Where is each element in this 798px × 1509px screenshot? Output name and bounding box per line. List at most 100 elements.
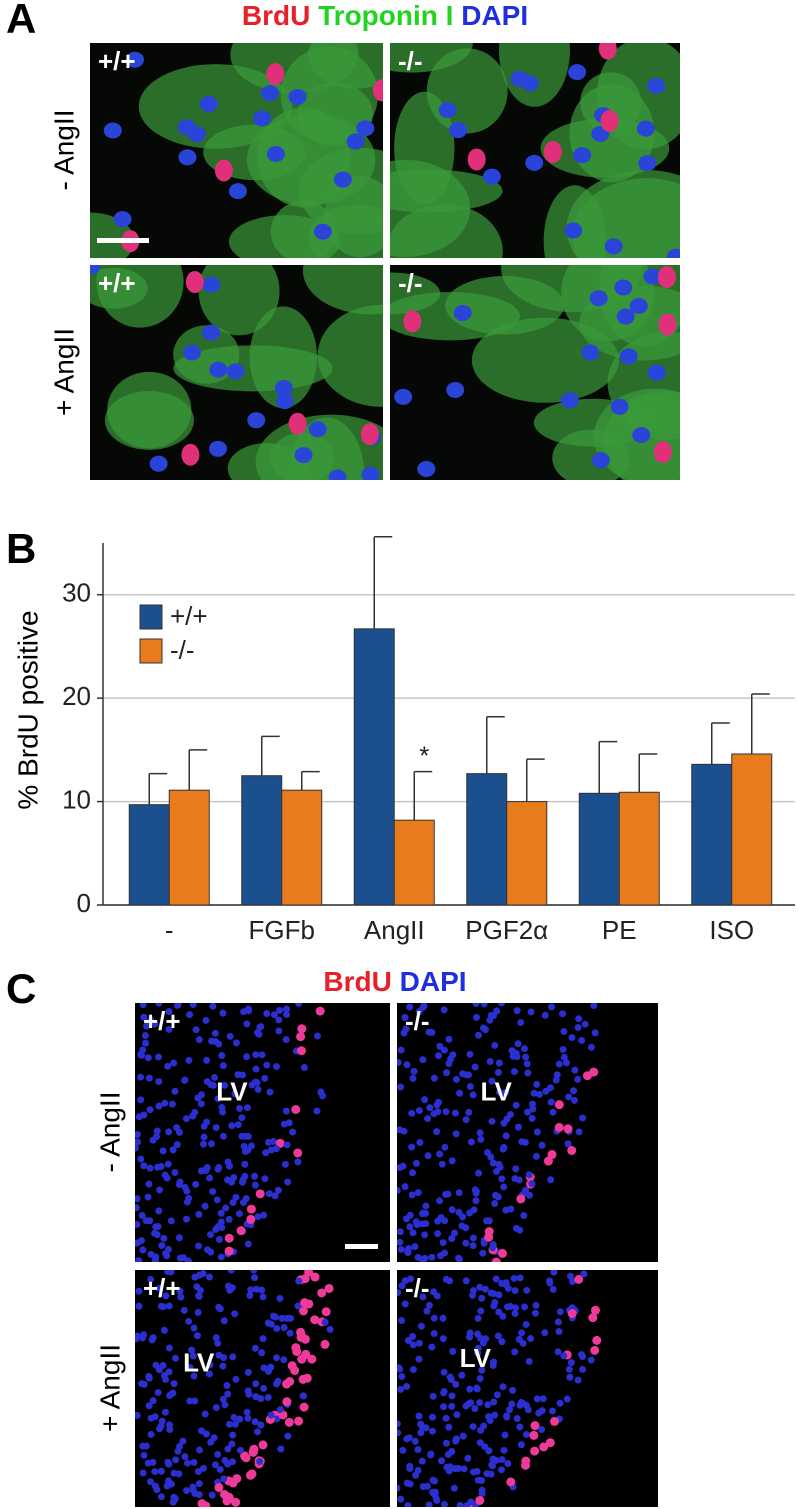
nucleus [156,1186,164,1194]
nucleus [397,1484,401,1492]
nucleus [440,1389,448,1397]
nucleus [317,1088,325,1096]
nucleus [157,1467,165,1475]
nucleus [308,421,327,438]
nucleus [165,1460,173,1468]
nucleus [422,1202,430,1210]
nucleus [530,1089,538,1097]
brdu-nucleus [321,1307,331,1317]
nucleus [465,1209,473,1217]
nucleus [225,1215,233,1223]
nucleus [409,1333,417,1341]
nucleus [522,1053,530,1061]
nucleus [535,1090,543,1098]
nucleus [198,1427,206,1435]
nucleus [532,1152,540,1160]
nucleus [218,1052,226,1060]
nucleus [397,1164,404,1172]
nucleus [476,1129,484,1137]
row-label: - AngII [94,1092,125,1173]
nucleus [247,412,266,429]
brdu-nucleus [307,1354,317,1364]
nucleus [154,1053,162,1061]
nucleus [145,1374,153,1382]
nucleus [295,1277,303,1285]
nucleus [533,1395,541,1403]
nucleus [580,1270,588,1278]
nucleus [474,1476,482,1484]
nucleus [440,1368,448,1376]
nucleus [516,1401,524,1409]
x-tick-label: PE [602,915,637,945]
nucleus [498,1466,506,1474]
nucleus [192,1180,200,1188]
nucleus [565,1093,573,1101]
nucleus [563,1395,571,1403]
nucleus [185,1317,193,1325]
nucleus [538,1426,546,1434]
brdu-nucleus [589,1067,599,1077]
nucleus [408,1191,416,1199]
nucleus [397,1046,405,1054]
cell [561,265,655,342]
nucleus [462,1277,470,1285]
nucleus [447,1055,455,1063]
nucleus [455,1255,463,1262]
brdu-nucleus [590,1305,600,1315]
nucleus [488,1117,496,1125]
nucleus [528,1114,536,1122]
brdu-nucleus [304,1270,314,1277]
nucleus [226,363,245,380]
micrograph: -/- LV [397,1270,658,1507]
nucleus [145,1074,153,1082]
nucleus [254,1085,262,1093]
nucleus [466,1385,474,1393]
nucleus [163,1174,171,1182]
nucleus [153,1231,161,1239]
nucleus [186,1363,194,1371]
nucleus [142,1039,150,1047]
nucleus [183,1487,191,1495]
brdu-nucleus [539,1442,549,1452]
nucleus [165,1128,173,1136]
nucleus [442,1190,450,1198]
nucleus [228,1122,236,1130]
nucleus [417,1429,425,1437]
nucleus [493,1167,501,1175]
nucleus [440,1006,448,1014]
nucleus [440,1501,448,1507]
nucleus [140,1013,148,1021]
nucleus [165,1344,173,1352]
nucleus [666,248,680,258]
nucleus [135,1257,143,1262]
nucleus [522,1320,530,1328]
micrograph: +/+ LV [135,1003,390,1262]
nucleus [230,1413,238,1421]
nucleus [517,1441,525,1449]
brdu-nucleus [181,443,200,466]
nucleus [547,1176,555,1184]
nucleus [511,1287,519,1295]
cell [566,170,680,258]
nucleus [549,1407,557,1415]
nucleus [441,1249,449,1257]
nucleus [532,1301,540,1309]
nucleus [235,1210,243,1218]
nucleus [177,119,196,136]
nucleus [481,1443,489,1451]
brdu-nucleus [297,1024,307,1034]
nucleus [280,1323,288,1331]
nucleus [361,466,380,480]
panel-title: BrdU DAPI [323,966,466,997]
nucleus [192,1026,200,1034]
nucleus [267,1411,275,1419]
nucleus [244,1133,252,1141]
nucleus [466,1083,474,1091]
nucleus [151,1413,159,1421]
nucleus [475,1031,483,1039]
nucleus [146,1217,154,1225]
nucleus [252,1380,260,1388]
nucleus [448,1235,456,1243]
nucleus [498,1175,506,1183]
nucleus [184,1257,192,1262]
